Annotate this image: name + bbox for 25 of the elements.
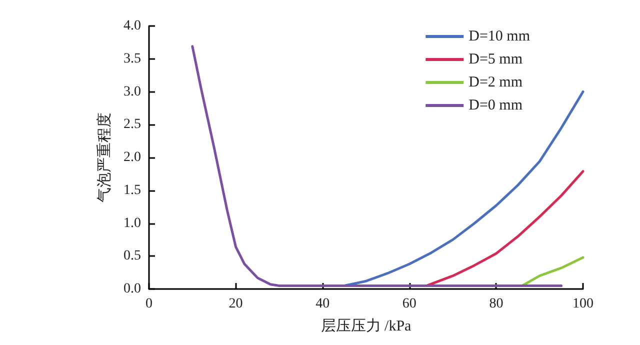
x-tick-label: 40 xyxy=(316,296,330,312)
legend-label: D=10 mm xyxy=(468,28,530,44)
line-series xyxy=(343,90,584,287)
x-axis-title: 层压压力 /kPa xyxy=(320,318,412,334)
x-tick-label: 80 xyxy=(489,296,504,312)
y-tick-label: 0.5 xyxy=(124,248,141,264)
x-tick-label: 0 xyxy=(146,296,152,312)
y-tick-label: 3.5 xyxy=(124,51,141,66)
y-tick-label: 1.5 xyxy=(124,182,141,198)
line-series xyxy=(426,170,584,287)
y-tick-label: 2.0 xyxy=(124,150,141,165)
x-tick-label: 60 xyxy=(402,296,416,312)
y-tick-label: 0.0 xyxy=(124,282,141,296)
line-series xyxy=(191,45,563,287)
y-tick-label: 2.5 xyxy=(124,117,141,132)
x-tick-label: 20 xyxy=(228,296,243,312)
y-tick-label: 3.0 xyxy=(124,84,141,100)
y-axis-title: 气泡严重程度 xyxy=(96,112,114,202)
line-series xyxy=(520,256,584,287)
legend-label: D=5 mm xyxy=(468,52,523,68)
y-tick-label: 1.0 xyxy=(124,216,141,231)
legend-label: D=2 mm xyxy=(468,74,523,90)
x-tick-label: 100 xyxy=(572,296,594,312)
y-tick-label: 4.0 xyxy=(124,18,141,34)
legend-label: D=0 mm xyxy=(468,98,523,114)
